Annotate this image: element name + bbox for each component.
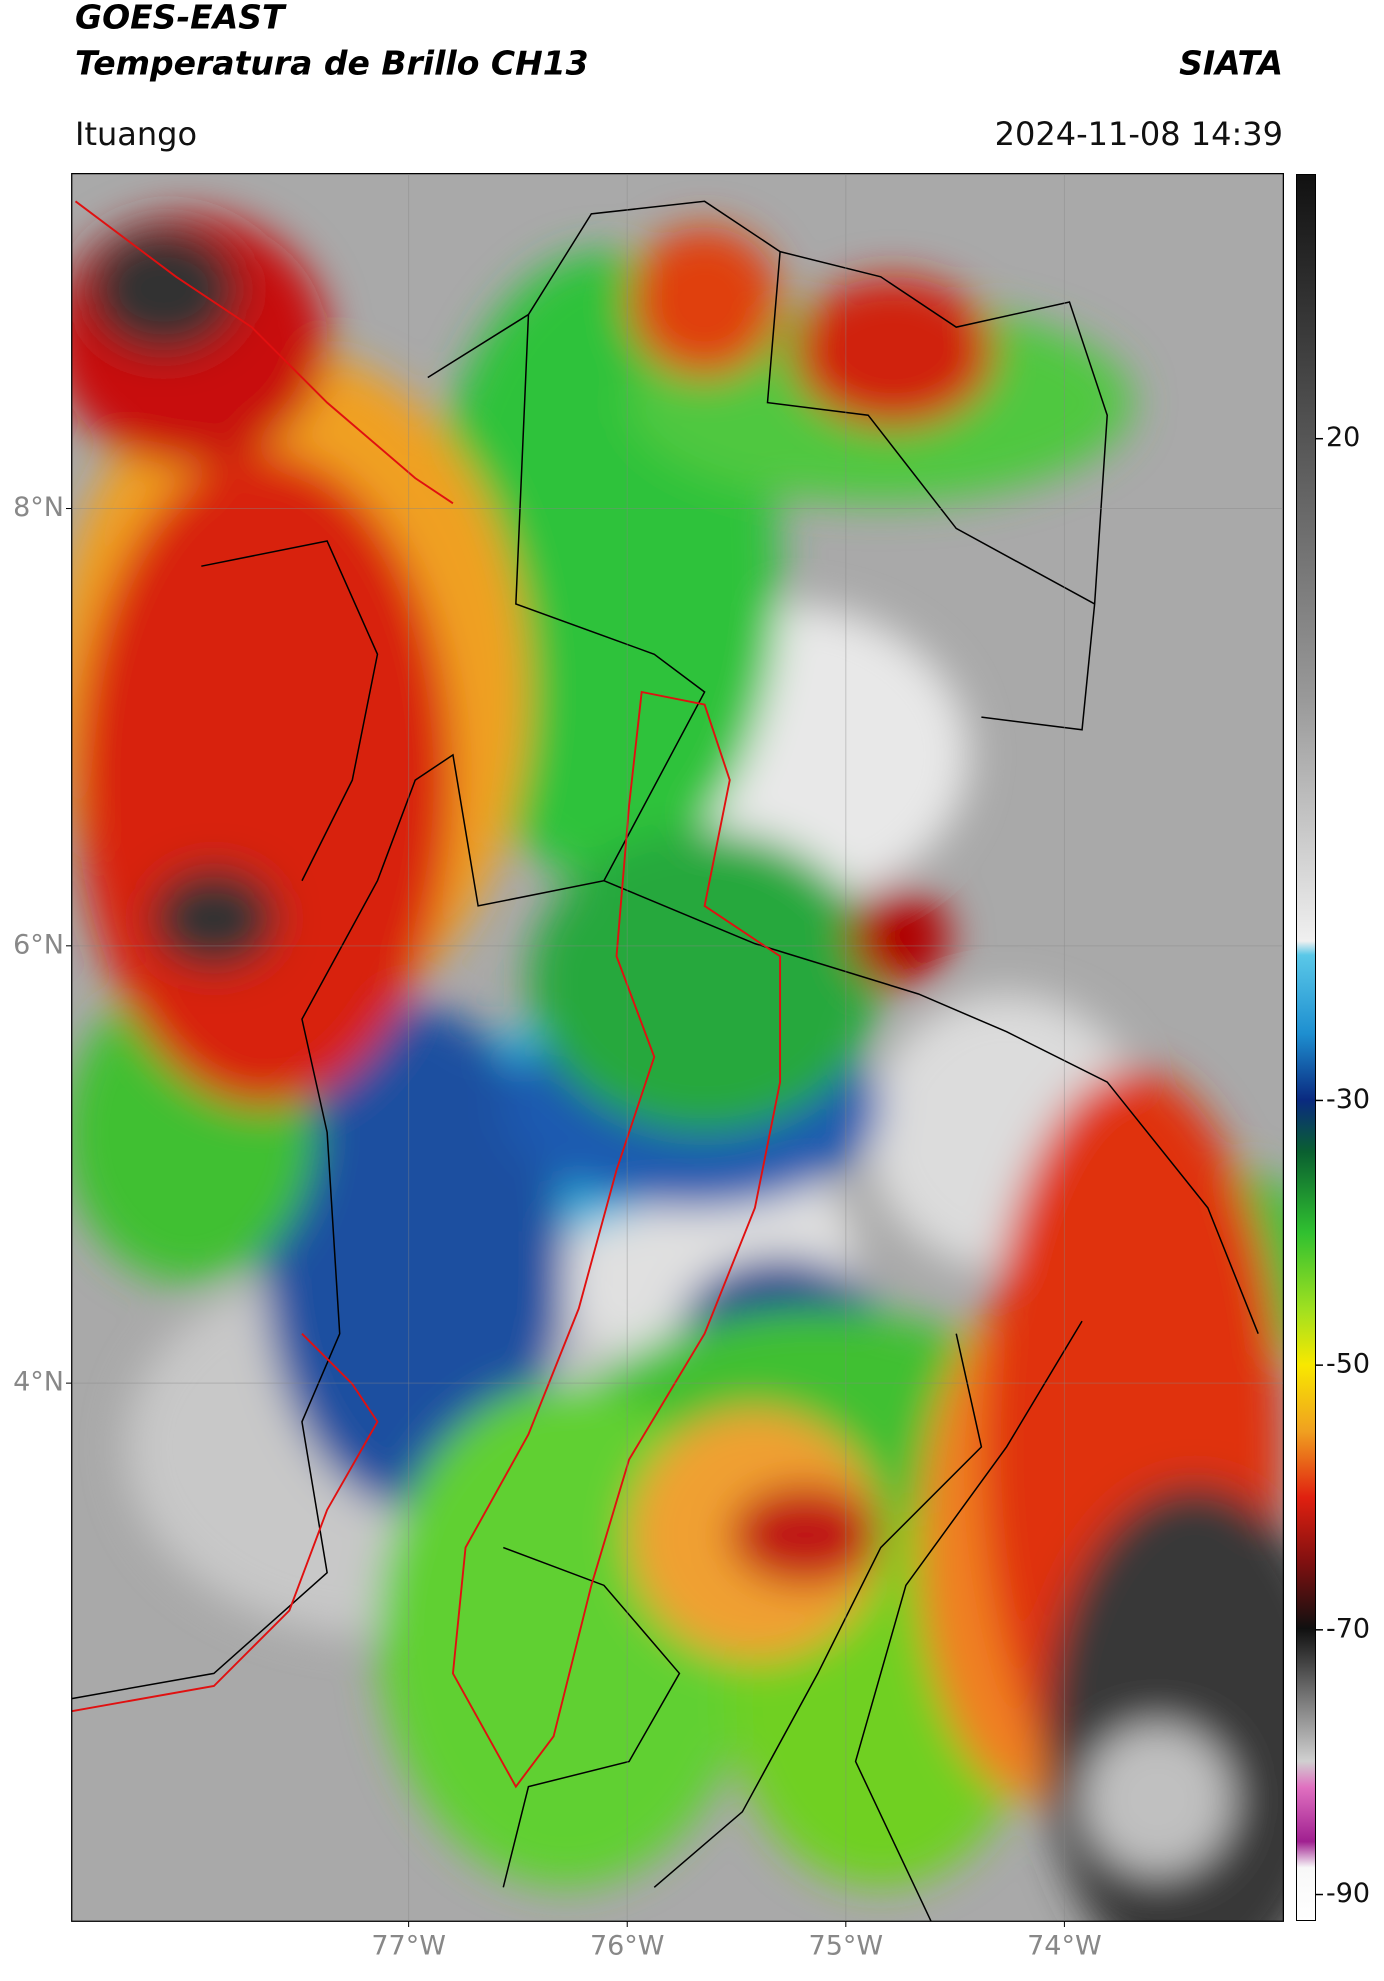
location: Ituango (75, 115, 197, 153)
colorbar-tick-label: -30 (1326, 1084, 1370, 1115)
y-tick-label: 8°N (13, 492, 64, 523)
x-tick-label: 75°W (809, 1931, 884, 1962)
x-tick-label: 76°W (590, 1931, 665, 1962)
colorbar-tick-label: -70 (1326, 1613, 1370, 1644)
colorbar (1296, 174, 1316, 1921)
y-tick-label: 4°N (13, 1367, 64, 1398)
subtitle: Temperatura de Brillo CH13 (75, 44, 589, 83)
y-tick-label: 6°N (13, 929, 64, 960)
x-tick-label: 77°W (371, 1931, 446, 1962)
satellite-image (71, 173, 1284, 1922)
colorbar-tick-label: -90 (1326, 1878, 1370, 1909)
colorbar-tick-label: 20 (1326, 422, 1360, 453)
colorbar-tick-label: -50 (1326, 1349, 1370, 1380)
source: SIATA (1179, 44, 1283, 83)
datetime: 2024-11-08 14:39 (995, 115, 1283, 153)
x-tick-label: 74°W (1027, 1931, 1102, 1962)
title: GOES-EAST (75, 0, 287, 37)
